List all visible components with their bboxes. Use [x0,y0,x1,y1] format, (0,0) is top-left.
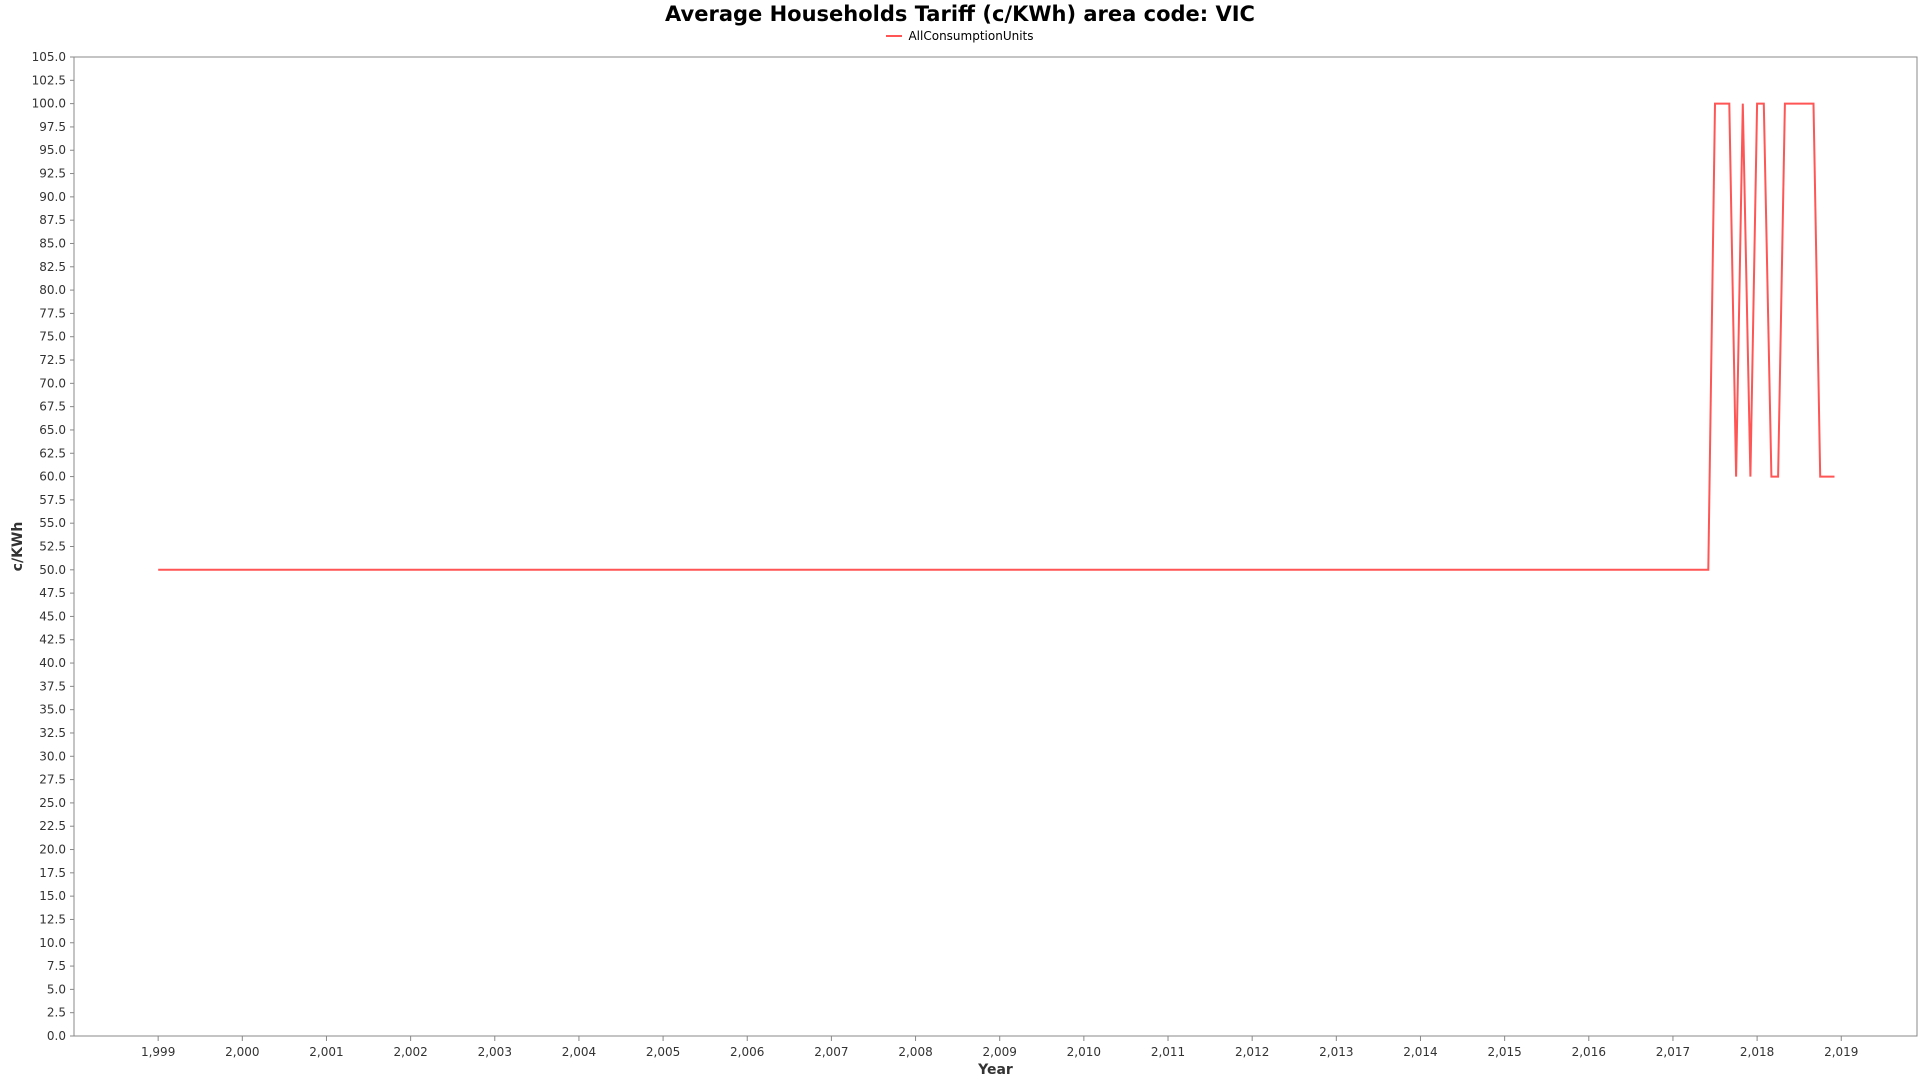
x-tick-label: 2,008 [898,1045,932,1059]
x-tick-label: 2,001 [309,1045,343,1059]
y-tick-label: 70.0 [39,376,66,390]
y-tick-label: 37.5 [39,679,66,693]
y-tick-label: 82.5 [39,260,66,274]
plot-area-frame [73,56,1918,1037]
y-tick-label: 80.0 [39,283,66,297]
y-tick-label: 52.5 [39,540,66,554]
y-tick-label: 35.0 [39,703,66,717]
x-tick-label: 2,012 [1235,1045,1269,1059]
y-tick-label: 22.5 [39,819,66,833]
x-tick-label: 2,014 [1403,1045,1437,1059]
x-tick-label: 2,018 [1740,1045,1774,1059]
y-axis-ticks: 0.0 2.5 5.0 7.5 10.0 12.5 15.0 17.5 20.0 22.5 25.0… [32,50,74,1043]
series-line [158,102,1835,571]
y-tick-label: 90.0 [39,190,66,204]
x-tick-label: 2,006 [730,1045,764,1059]
x-axis-label: Year [977,1062,1013,1078]
y-tick-label: 105.0 [32,50,66,64]
y-tick-label: 72.5 [39,353,66,367]
y-tick-label: 2.5 [47,1006,66,1020]
y-tick-label: 65.0 [39,423,66,437]
y-tick-label: 62.5 [39,446,66,460]
x-tick-label: 2,004 [562,1045,596,1059]
y-tick-label: 0.0 [47,1029,66,1043]
x-tick-label: 2,016 [1572,1045,1606,1059]
y-tick-label: 7.5 [47,959,66,973]
x-tick-label: 2,019 [1824,1045,1858,1059]
y-tick-label: 32.5 [39,726,66,740]
y-tick-label: 97.5 [39,120,66,134]
x-tick-label: 2,009 [983,1045,1017,1059]
y-tick-label: 10.0 [39,936,66,950]
y-tick-label: 87.5 [39,213,66,227]
y-tick-label: 15.0 [39,889,66,903]
y-tick-label: 55.0 [39,516,66,530]
y-axis-label: c/KWh [10,522,26,572]
y-tick-label: 40.0 [39,656,66,670]
chart-title: Average Households Tariff (c/KWh) area c… [665,2,1255,26]
x-tick-label: 1,999 [141,1045,175,1059]
x-tick-label: 2,010 [1067,1045,1101,1059]
y-tick-label: 45.0 [39,609,66,623]
x-tick-label: 2,007 [814,1045,848,1059]
y-tick-label: 67.5 [39,400,66,414]
y-tick-label: 5.0 [47,982,66,996]
x-tick-label: 2,003 [478,1045,512,1059]
y-tick-label: 47.5 [39,586,66,600]
x-axis-ticks: 1,999 2,000 2,001 2,002 2,003 2,004 2,005 2,006… [141,1036,1858,1059]
legend-label: AllConsumptionUnits [908,29,1034,43]
x-tick-label: 2,017 [1656,1045,1690,1059]
y-tick-label: 92.5 [39,167,66,181]
series-layer [158,102,1835,571]
y-tick-label: 60.0 [39,470,66,484]
y-tick-label: 57.5 [39,493,66,507]
y-tick-label: 100.0 [32,97,66,111]
y-tick-label: 85.0 [39,236,66,250]
legend-swatch [886,35,903,37]
y-tick-label: 42.5 [39,633,66,647]
y-tick-label: 75.0 [39,330,66,344]
x-tick-label: 2,000 [225,1045,259,1059]
x-tick-label: 2,005 [646,1045,680,1059]
y-tick-label: 27.5 [39,773,66,787]
y-tick-label: 25.0 [39,796,66,810]
x-tick-label: 2,011 [1151,1045,1185,1059]
legend: AllConsumptionUnits [0,29,1920,43]
x-tick-label: 2,002 [393,1045,427,1059]
y-tick-label: 17.5 [39,866,66,880]
x-tick-label: 2,015 [1487,1045,1521,1059]
y-tick-label: 30.0 [39,749,66,763]
y-tick-label: 102.5 [32,73,66,87]
y-tick-label: 12.5 [39,912,66,926]
x-tick-label: 2,013 [1319,1045,1353,1059]
y-tick-label: 20.0 [39,843,66,857]
y-tick-label: 95.0 [39,143,66,157]
y-tick-label: 77.5 [39,306,66,320]
y-tick-label: 50.0 [39,563,66,577]
